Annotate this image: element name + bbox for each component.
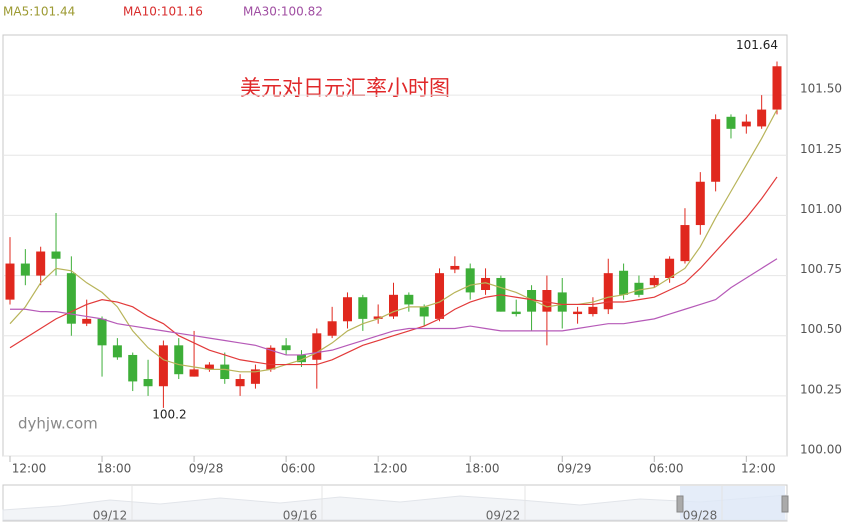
candle-body	[174, 345, 184, 375]
candle-body	[327, 321, 337, 336]
candle-body	[250, 369, 260, 384]
candle-body	[158, 345, 168, 387]
navigator-selection[interactable]	[680, 486, 785, 520]
candle-body	[66, 273, 76, 324]
y-tick-label: 101.50	[800, 82, 842, 96]
y-tick-label: 100.25	[800, 382, 842, 396]
x-tick-label: 12:00	[12, 462, 47, 476]
x-tick-label: 12:00	[741, 462, 776, 476]
candle-body	[128, 354, 138, 382]
candle-body	[143, 379, 153, 387]
navigator-label: 09/28	[683, 509, 718, 523]
candle-body	[404, 294, 414, 305]
candle-body	[573, 311, 583, 315]
candle-body	[235, 379, 245, 387]
ma-line	[9, 176, 778, 366]
candle-body	[741, 121, 751, 127]
x-tick-label: 06:00	[281, 462, 316, 476]
candle-body	[772, 66, 782, 110]
x-tick-label: 06:00	[649, 462, 684, 476]
candle-body	[557, 292, 567, 312]
chart-title: 美元对日元汇率小时图	[240, 76, 450, 100]
candle-body	[36, 251, 46, 276]
candle-body	[97, 318, 107, 346]
legend-entry: MA10:101.16	[123, 5, 203, 19]
candle-body	[465, 268, 475, 293]
candle-body	[20, 263, 30, 276]
candle-body	[296, 354, 306, 363]
candle-body	[204, 364, 214, 370]
legend-entry: MA30:100.82	[243, 5, 323, 19]
x-tick-label: 12:00	[373, 462, 408, 476]
ma-line	[10, 258, 778, 356]
navigator-label: 09/22	[486, 509, 521, 523]
candle-body	[373, 316, 383, 319]
candle-body	[450, 265, 460, 270]
candle-body	[665, 258, 675, 278]
high-annotation: 101.64	[736, 38, 778, 52]
x-tick-label: 18:00	[465, 462, 500, 476]
candle-body	[5, 263, 15, 300]
candle-body	[757, 109, 767, 127]
x-tick-label: 09/29	[557, 462, 592, 476]
candle-body	[358, 297, 368, 319]
watermark: dyhjw.com	[18, 415, 98, 433]
navigator-handle[interactable]	[781, 495, 789, 513]
candle-body	[649, 277, 659, 286]
candle-body	[542, 290, 552, 312]
y-tick-label: 100.00	[800, 443, 842, 457]
candle-body	[51, 251, 61, 259]
candle-body	[481, 277, 491, 291]
candle-body	[511, 311, 521, 315]
ma-line	[9, 109, 778, 373]
candle-body	[419, 306, 429, 317]
candle-body	[603, 273, 613, 310]
candle-body	[619, 270, 629, 295]
candle-body	[342, 297, 352, 322]
candle-body	[695, 181, 705, 226]
candle-body	[726, 116, 736, 129]
y-tick-label: 100.50	[800, 322, 842, 336]
candle-body	[711, 119, 721, 182]
candle-body	[281, 345, 291, 351]
low-annotation: 100.2	[152, 407, 186, 421]
candle-body	[220, 364, 230, 380]
navigator-label: 09/12	[93, 509, 128, 523]
candle-body	[634, 282, 644, 295]
candle-body	[189, 369, 199, 377]
y-tick-label: 101.25	[800, 142, 842, 156]
legend-entry: MA5:101.44	[3, 5, 75, 19]
navigator-handle[interactable]	[676, 495, 684, 513]
candle-body	[82, 318, 92, 324]
x-tick-label: 18:00	[97, 462, 132, 476]
navigator-label: 09/16	[283, 509, 318, 523]
candle-body	[680, 225, 690, 262]
candle-body	[312, 333, 322, 360]
candle-body	[112, 345, 122, 358]
candle-body	[588, 306, 598, 315]
candle-body	[389, 294, 398, 317]
candle-body	[527, 290, 537, 312]
candle-body	[435, 273, 445, 319]
y-tick-label: 100.75	[800, 262, 842, 276]
y-tick-label: 101.00	[800, 202, 842, 216]
x-tick-label: 09/28	[189, 462, 224, 476]
candle-body	[266, 347, 276, 370]
